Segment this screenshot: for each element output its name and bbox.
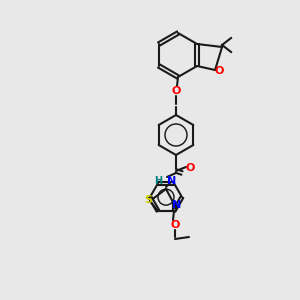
- Text: O: O: [170, 220, 180, 230]
- Text: N: N: [172, 200, 182, 210]
- Text: H: H: [154, 176, 162, 186]
- Text: O: O: [214, 66, 224, 76]
- Text: N: N: [167, 176, 176, 186]
- Text: O: O: [171, 86, 181, 96]
- Text: S: S: [144, 195, 152, 205]
- Text: O: O: [185, 163, 195, 173]
